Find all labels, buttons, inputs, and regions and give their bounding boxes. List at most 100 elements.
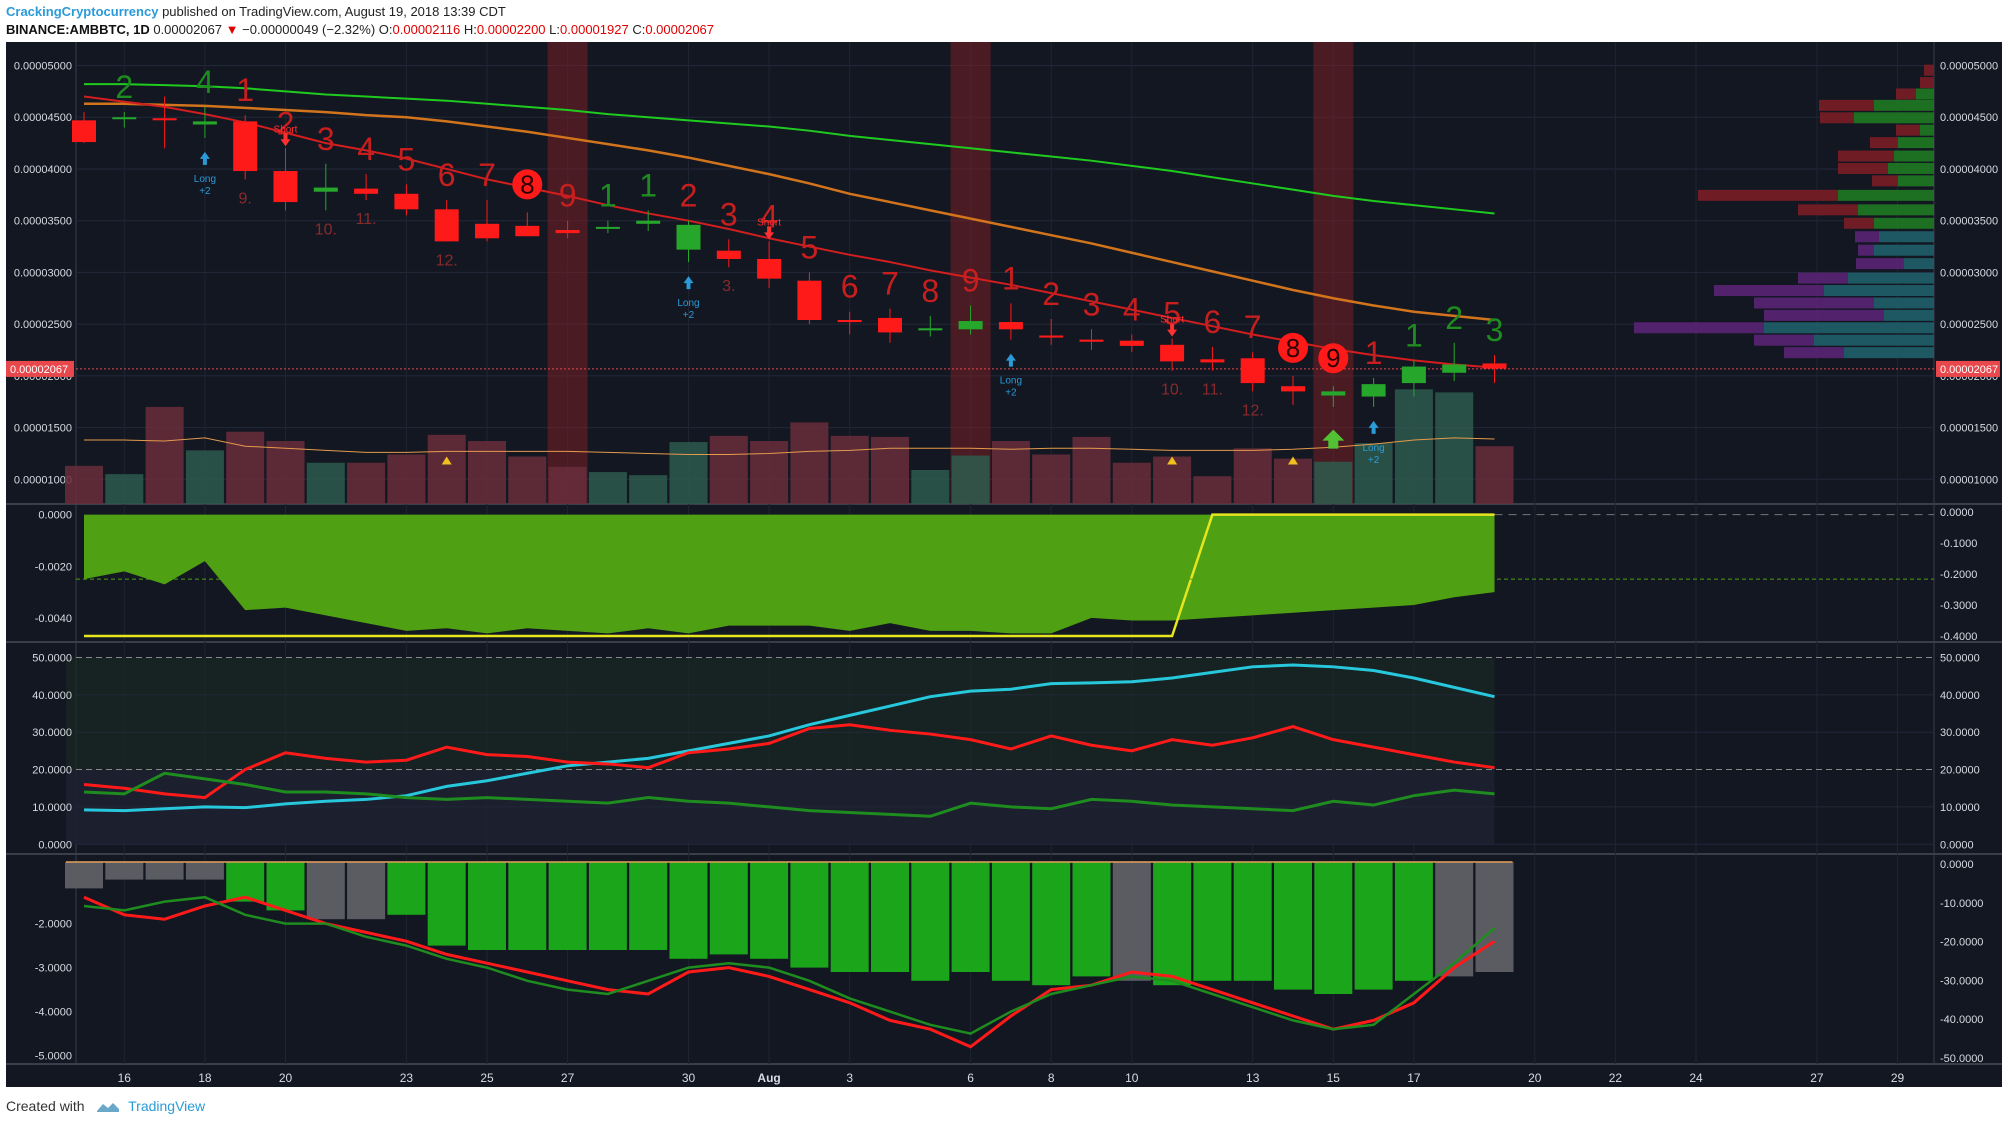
dmi-tick-left: 0.0000 [38,839,72,851]
high-label: H: [463,22,477,37]
setup-count-red: 1 [236,72,254,108]
volume-bar [1072,436,1111,504]
symbol-label[interactable]: BINANCE:AMBBTC, 1D [6,22,150,37]
momentum-bar-gray [185,862,224,880]
time-tick-label: 20 [279,1071,293,1085]
momentum-bar-green [991,862,1030,981]
volume-profile-bar-a [1858,244,1874,256]
price-tick-right: 0.00004500 [1940,112,1998,124]
setup-count-red: 7 [881,266,899,302]
volume-bar [145,406,184,504]
volume-profile-bar-b [1884,309,1934,321]
momentum-bar-green [830,862,869,972]
volume-profile-bar-a [1754,334,1814,346]
author-link[interactable]: CrackingCryptocurrency [6,4,159,19]
volume-bar [1435,392,1474,504]
candle-up [918,328,943,331]
volume-bar [1193,476,1232,504]
candle-down [998,322,1023,330]
momentum-bar-gray [1435,862,1474,977]
long-size-label: +2 [1005,388,1017,399]
volume-profile-bar-a [1764,309,1884,321]
price-tick-right: 0.00001500 [1940,423,1998,435]
momentum-bar-green [548,862,587,950]
volume-profile-bar-a [1784,347,1844,359]
setup-count-red: 2 [1042,276,1060,312]
time-tick-label: 27 [561,1071,575,1085]
candle-up [192,121,217,125]
volume-bar [226,431,265,504]
dmi-tick-right: 10.0000 [1940,802,1980,814]
area-tick-left: 0.0000 [38,510,72,522]
momentum-bar-gray [1112,862,1151,981]
candle-up [958,321,983,330]
warning-triangle-icon [441,456,452,465]
candle-down [837,320,862,323]
ma-red-line [83,95,1495,369]
volume-bar [1274,458,1312,504]
volume-bar [911,470,950,504]
warning-triangle-icon [1167,456,1178,465]
volume-profile-bar-a [1872,175,1898,187]
candle-up [1361,384,1386,397]
momentum-bar-green [588,862,627,950]
adx-cyan-line [83,663,1495,813]
price-tick-left: 0.00001500 [14,423,72,435]
momentum-bar-green [387,862,426,915]
volume-bar [588,472,627,504]
long-label: Long [1362,443,1384,454]
candle-down [716,250,741,259]
volume-profile-bar-a [1896,124,1920,136]
ma-orange-line [84,102,1495,322]
volume-profile-bar-b [1844,347,1934,359]
countdown-count: 10. [315,221,337,238]
volume-profile-bar-b [1904,258,1934,270]
chart-area[interactable]: 0.00005000 0.00005000 0.00004500 0.00004500… [6,42,2002,1087]
volume-profile-bar-a [1819,99,1874,111]
price-tick-left: 0.00003000 [14,267,72,279]
price-tick-left: 0.00001000 [14,474,72,486]
setup-count-red: 8 [921,273,939,309]
price-tick-right: 0.00002500 [1940,319,1998,331]
momentum-bar-green [1274,862,1312,990]
time-tick-label: 22 [1609,1071,1623,1085]
volume-bar [1475,446,1514,504]
tradingview-link[interactable]: TradingView [128,1098,206,1114]
long-arrow-icon [199,151,210,165]
momentum-tick-left: -4.0000 [35,1007,72,1019]
volume-profile-bar-b [1879,231,1934,243]
created-with-text: Created with [6,1098,85,1114]
candle-up [313,187,338,192]
area-tick-right: -0.3000 [1940,600,1977,612]
volume-profile-bar-a [1714,285,1824,297]
change-value: −0.00000049 (−2.32%) [242,22,376,37]
setup-count-red: 5 [801,229,819,265]
candle-down [555,230,580,234]
candle-down [797,280,822,320]
countdown-count: 3. [722,278,735,295]
momentum-tick-right: -50.0000 [1940,1053,1983,1065]
volume-profile-bar-b [1814,334,1934,346]
highlight-column [547,42,588,504]
candle-down [515,225,540,237]
price-tick-right: 0.00001000 [1940,474,1998,486]
highlight-column [1313,42,1354,504]
candle-down [1200,359,1225,363]
ma-green-line [84,83,1495,215]
volume-profile-bar-b [1874,244,1934,256]
low-label: L: [549,22,561,37]
volume-bar [387,454,426,504]
dmi-tick-right: 20.0000 [1940,765,1980,777]
setup-count-green: 4 [196,64,214,100]
time-tick-label: 8 [1048,1071,1055,1085]
setup-count-red: 1 [1365,335,1383,371]
long-label: Long [677,298,699,309]
chart-canvas[interactable]: 0.00005000 0.00005000 0.00004500 0.00004500… [6,42,2002,1087]
volume-profile-bar-b [1854,112,1934,124]
momentum-tick-right: -20.0000 [1940,937,1983,949]
volume-bar [548,466,587,504]
histogram-area [84,514,1495,634]
setup-count-red: 6 [438,157,456,193]
momentum-tick-left: -3.0000 [35,963,72,975]
time-tick-label: 27 [1810,1071,1824,1085]
